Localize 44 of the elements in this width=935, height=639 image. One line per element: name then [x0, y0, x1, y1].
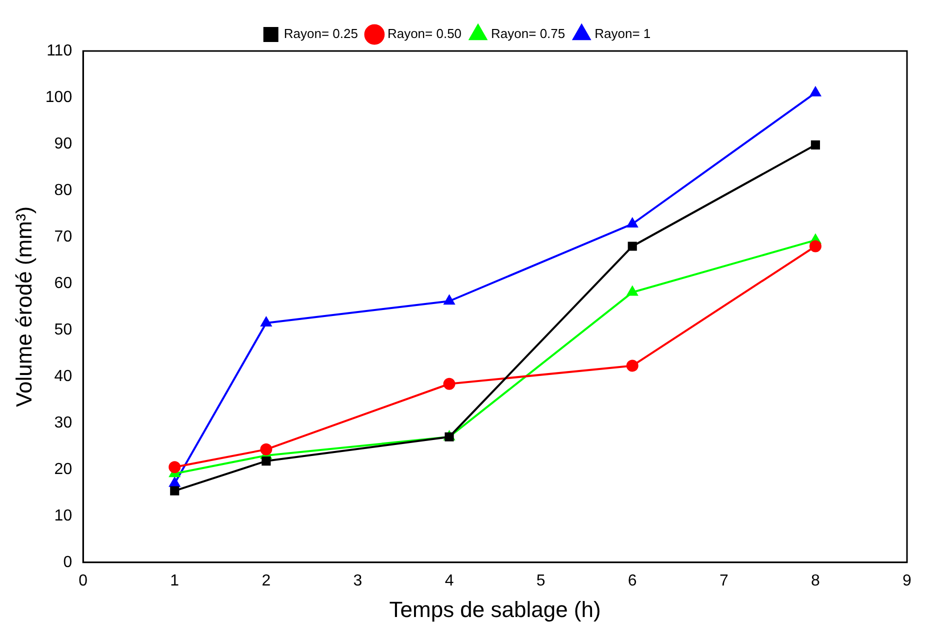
y-axis-title: Volume érodé (mm³) [11, 206, 36, 407]
y-tick-label: 10 [54, 507, 72, 524]
point [260, 316, 272, 326]
point [168, 461, 181, 474]
point [627, 218, 638, 228]
point [809, 240, 822, 252]
y-tick-label: 20 [54, 460, 72, 478]
x-tick-label: 5 [536, 572, 546, 590]
y-tick-label: 70 [54, 228, 72, 246]
point [810, 86, 821, 96]
point [444, 432, 454, 442]
x-tick-label: 8 [811, 572, 820, 590]
y-tick-label: 110 [46, 42, 72, 60]
point [810, 140, 820, 150]
x-tick-label: 2 [262, 572, 271, 590]
y-tick-label: 40 [54, 368, 72, 385]
point [260, 443, 272, 456]
legend-label: Rayon= 0.50 [387, 26, 462, 42]
y-tick-label: 30 [54, 414, 72, 432]
legend-label: Rayon= 1 [594, 26, 651, 42]
point [627, 286, 638, 296]
y-tick-label: 80 [54, 182, 72, 199]
y-tick-label: 50 [54, 321, 72, 338]
x-axis-title: Temps de sablage (h) [389, 596, 601, 622]
point [262, 456, 271, 466]
y-tick-label: 90 [54, 135, 72, 152]
x-tick-label: 0 [78, 572, 88, 590]
x-tick-label: 7 [719, 572, 728, 590]
x-tick-label: 3 [353, 572, 362, 590]
legend-label: Rayon= 0.25 [284, 26, 358, 42]
y-tick-label: 60 [54, 274, 72, 292]
x-tick-label: 4 [444, 572, 454, 590]
x-tick-label: 9 [902, 572, 912, 590]
point [169, 477, 180, 487]
point [444, 295, 455, 305]
x-tick-label: 1 [170, 572, 180, 590]
x-tick-label: 6 [628, 572, 637, 590]
point [626, 360, 638, 372]
point [443, 378, 456, 390]
legend-label: Rayon= 0.75 [491, 26, 566, 42]
y-tick-label: 100 [45, 88, 72, 106]
y-tick-label: 0 [63, 554, 72, 571]
point [628, 242, 637, 251]
point [170, 486, 180, 496]
